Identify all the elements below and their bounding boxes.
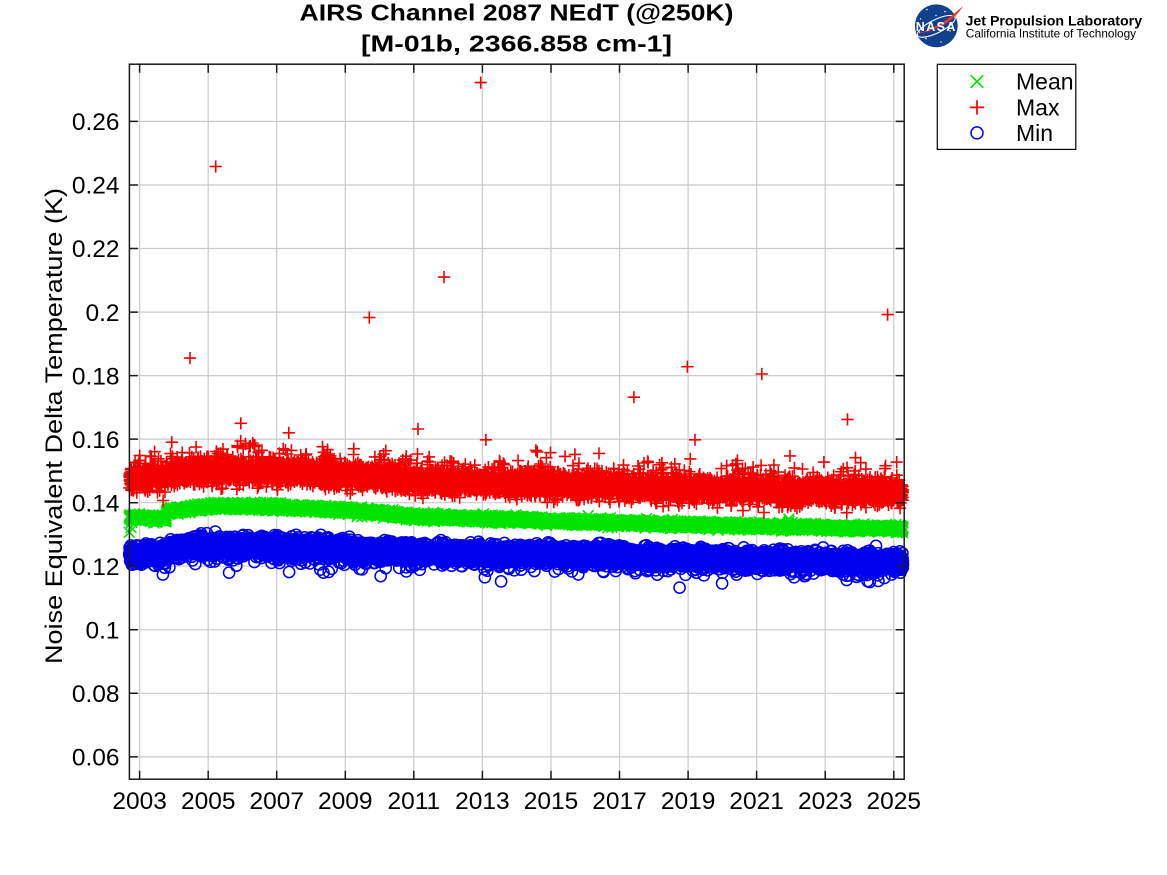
svg-text:Jet Propulsion Laboratory: Jet Propulsion Laboratory [966, 13, 1143, 29]
svg-text:0.26: 0.26 [72, 109, 120, 136]
svg-text:[M-01b, 2366.858 cm-1]: [M-01b, 2366.858 cm-1] [361, 31, 672, 57]
svg-text:2003: 2003 [112, 788, 167, 815]
svg-text:2005: 2005 [181, 788, 236, 815]
svg-text:2013: 2013 [455, 788, 510, 815]
svg-text:Max: Max [1016, 94, 1060, 120]
svg-text:2007: 2007 [249, 788, 304, 815]
svg-text:0.08: 0.08 [72, 681, 120, 708]
svg-text:0.18: 0.18 [72, 363, 120, 390]
svg-text:0.16: 0.16 [72, 427, 120, 454]
svg-text:AIRS Channel 2087 NEdT (@250K): AIRS Channel 2087 NEdT (@250K) [300, 0, 734, 26]
svg-text:2009: 2009 [318, 788, 373, 815]
svg-text:0.2: 0.2 [85, 300, 119, 327]
svg-text:0.06: 0.06 [72, 745, 120, 772]
svg-text:0.1: 0.1 [85, 618, 119, 645]
svg-text:California Institute of Techno: California Institute of Technology [966, 27, 1136, 41]
svg-text:2011: 2011 [387, 788, 440, 815]
svg-text:2015: 2015 [524, 788, 579, 815]
svg-text:Noise Equivalent Delta Tempera: Noise Equivalent Delta Temperature (K) [41, 188, 68, 664]
svg-text:2017: 2017 [592, 788, 647, 815]
svg-text:Mean: Mean [1016, 68, 1074, 94]
svg-text:0.24: 0.24 [72, 173, 120, 200]
svg-text:Min: Min [1016, 120, 1053, 146]
svg-text:2023: 2023 [798, 788, 853, 815]
svg-text:2019: 2019 [661, 788, 716, 815]
svg-text:0.22: 0.22 [72, 236, 120, 263]
svg-text:0.14: 0.14 [72, 490, 120, 517]
svg-text:2021: 2021 [729, 788, 784, 815]
svg-text:2025: 2025 [867, 788, 922, 815]
svg-text:0.12: 0.12 [72, 554, 120, 581]
svg-text:NASA: NASA [916, 20, 957, 34]
